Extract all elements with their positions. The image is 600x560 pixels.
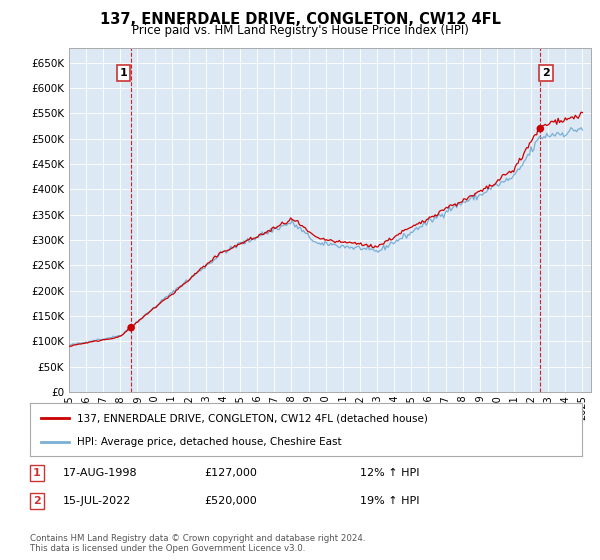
Text: 17-AUG-1998: 17-AUG-1998 xyxy=(63,468,137,478)
Text: 137, ENNERDALE DRIVE, CONGLETON, CW12 4FL: 137, ENNERDALE DRIVE, CONGLETON, CW12 4F… xyxy=(100,12,500,27)
Text: Contains HM Land Registry data © Crown copyright and database right 2024.
This d: Contains HM Land Registry data © Crown c… xyxy=(30,534,365,553)
Text: HPI: Average price, detached house, Cheshire East: HPI: Average price, detached house, Ches… xyxy=(77,436,341,446)
Text: 15-JUL-2022: 15-JUL-2022 xyxy=(63,496,131,506)
Text: 1: 1 xyxy=(33,468,41,478)
Text: 2: 2 xyxy=(542,68,550,78)
Text: £520,000: £520,000 xyxy=(204,496,257,506)
Text: 12% ↑ HPI: 12% ↑ HPI xyxy=(360,468,419,478)
Text: 19% ↑ HPI: 19% ↑ HPI xyxy=(360,496,419,506)
Text: 137, ENNERDALE DRIVE, CONGLETON, CW12 4FL (detached house): 137, ENNERDALE DRIVE, CONGLETON, CW12 4F… xyxy=(77,413,428,423)
Text: 2: 2 xyxy=(33,496,41,506)
Text: 1: 1 xyxy=(120,68,128,78)
Point xyxy=(127,323,136,332)
Text: £127,000: £127,000 xyxy=(204,468,257,478)
Text: Price paid vs. HM Land Registry's House Price Index (HPI): Price paid vs. HM Land Registry's House … xyxy=(131,24,469,36)
Point xyxy=(536,124,545,133)
